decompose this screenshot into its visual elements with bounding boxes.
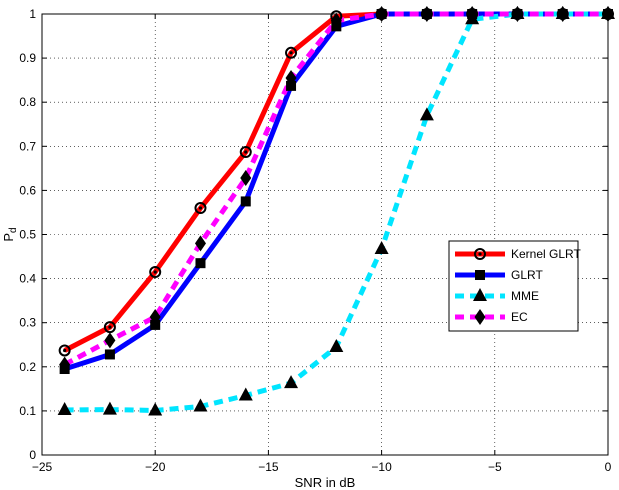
legend-item-glrt: GLRT — [455, 268, 543, 282]
legend-label-mme: MME — [511, 289, 539, 303]
data-point-ec — [285, 69, 297, 86]
data-point-ec — [330, 12, 342, 29]
x-tick-label: −15 — [258, 460, 279, 474]
legend-label-ec: EC — [511, 310, 528, 324]
data-point-glrt — [104, 349, 115, 360]
data-point-mme — [238, 387, 253, 401]
data-point-ec — [376, 6, 388, 22]
data-point-kernel-glrt — [285, 46, 298, 59]
legend-marker-mme — [473, 288, 487, 301]
data-point-glrt — [240, 196, 251, 207]
data-point-ec — [194, 235, 206, 252]
data-point-mme — [148, 402, 163, 416]
data-point-kernel-glrt — [103, 321, 116, 334]
data-point-kernel-glrt-dot — [108, 325, 112, 329]
x-tick-label: −20 — [145, 460, 166, 474]
y-axis-title-subscript: d — [8, 227, 19, 233]
series-markers — [57, 6, 615, 416]
x-axis-title: SNR in dB — [295, 475, 356, 490]
y-tick-label: 0 — [29, 448, 36, 462]
data-point-mme — [329, 338, 344, 352]
data-point-ec — [104, 332, 116, 349]
data-point-kernel-glrt — [58, 344, 71, 357]
data-point-ec — [149, 308, 161, 325]
legend-marker-glrt — [475, 270, 485, 280]
data-point-mme — [419, 107, 434, 121]
legend-marker-ec — [474, 309, 486, 325]
data-point-kernel-glrt-dot — [244, 150, 248, 154]
legend-marker-kernel-glrt — [474, 248, 486, 260]
data-point-mme — [57, 402, 72, 416]
data-point-ec — [466, 6, 478, 22]
legend-label-glrt: GLRT — [511, 268, 543, 282]
data-point-ec — [557, 6, 569, 22]
legend-marker-kernel-glrt-dot — [478, 252, 482, 256]
y-tick-label: 0.1 — [19, 404, 36, 418]
y-tick-label: 0.6 — [19, 183, 36, 197]
svg-text:Pd: Pd — [1, 227, 19, 241]
legend-item-ec: EC — [455, 309, 528, 325]
data-point-mme — [284, 375, 299, 389]
x-tick-label: −10 — [371, 460, 392, 474]
y-tick-label: 0.2 — [19, 360, 36, 374]
data-point-ec — [511, 6, 523, 22]
x-tick-label: −5 — [488, 460, 502, 474]
y-tick-label: 0.5 — [19, 228, 36, 242]
data-point-kernel-glrt — [194, 202, 207, 215]
data-point-ec — [421, 6, 433, 22]
data-point-kernel-glrt-dot — [289, 51, 293, 55]
data-point-mme — [102, 401, 117, 415]
y-tick-label: 0.3 — [19, 316, 36, 330]
data-point-kernel-glrt-dot — [198, 206, 203, 210]
data-point-ec — [602, 6, 614, 22]
legend: Kernel GLRT GLRT MME EC — [448, 240, 581, 332]
legend-item-mme: MME — [455, 288, 539, 303]
y-axis-title: Pd — [1, 227, 19, 241]
y-tick-label: 0.9 — [19, 51, 36, 65]
data-point-kernel-glrt — [239, 146, 252, 159]
data-point-mme — [193, 398, 208, 412]
x-tick-label: −25 — [32, 460, 53, 474]
grid — [42, 14, 608, 455]
y-axis-title-main: P — [1, 233, 16, 242]
data-point-ec — [59, 356, 71, 373]
y-tick-label: 0.4 — [19, 272, 36, 286]
y-tick-label: 0.8 — [19, 95, 36, 109]
data-point-kernel-glrt-dot — [153, 270, 157, 274]
legend-label-kernel-glrt: Kernel GLRT — [511, 247, 581, 261]
data-point-mme — [374, 241, 389, 255]
y-tick-label: 0.7 — [19, 139, 36, 153]
data-point-kernel-glrt-dot — [63, 348, 67, 353]
data-point-ec — [240, 170, 252, 187]
y-tick-label: 1 — [29, 7, 36, 21]
data-point-kernel-glrt — [149, 265, 162, 278]
x-tick-label: 0 — [605, 460, 612, 474]
legend-item-kernel-glrt: Kernel GLRT — [455, 247, 581, 261]
data-point-glrt — [195, 258, 206, 269]
